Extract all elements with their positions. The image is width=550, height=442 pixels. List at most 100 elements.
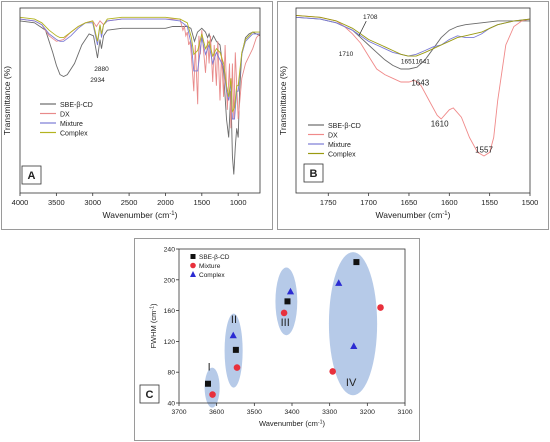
group-label-4: IV bbox=[346, 377, 357, 389]
legend: SBE-β-CD DX Mixture Complex bbox=[40, 102, 93, 138]
series-line-2 bbox=[20, 18, 260, 129]
x-tick-label: 1500 bbox=[522, 198, 539, 207]
y-tick-label: 80 bbox=[167, 370, 175, 377]
chart-b-svg: 1750 1700 1650 1600 1550 1500 Wavenumber (cm-1… bbox=[278, 7, 539, 220]
x-tick-label: 3300 bbox=[322, 409, 337, 416]
legend-marker bbox=[190, 262, 196, 269]
x-tick-label: 3700 bbox=[171, 409, 186, 416]
panel-c-fwhm-scatter: I II III IV 3700 3600 3500 3400 3300 3200 3100 40 80… bbox=[134, 238, 420, 441]
x-tick-label: 1550 bbox=[481, 198, 498, 207]
x-axis-label: Wavenumber (cm-1) bbox=[259, 419, 326, 428]
marker-circle bbox=[280, 309, 288, 317]
x-tick-label: 1000 bbox=[230, 198, 247, 207]
y-tick-label: 120 bbox=[164, 339, 176, 346]
marker-square bbox=[353, 259, 360, 266]
peak-annotation: 1643 bbox=[411, 79, 429, 88]
series-line-2 bbox=[296, 14, 530, 157]
x-tick-label: 3500 bbox=[48, 198, 65, 207]
x-tick-label: 1750 bbox=[320, 198, 337, 207]
legend-label: Complex bbox=[328, 152, 356, 159]
x-tick-label: 3100 bbox=[397, 409, 412, 416]
x-tick-label: 4000 bbox=[12, 198, 29, 207]
series-line-1 bbox=[20, 20, 260, 175]
plot-frame bbox=[295, 7, 531, 194]
series-line-3 bbox=[296, 16, 530, 57]
x-tick-label: 3600 bbox=[209, 409, 224, 416]
peak-annotation: 1710 bbox=[339, 51, 354, 58]
legend: SBE-β-CD Mixture Complex bbox=[190, 254, 230, 279]
panel-b-ftir-zoom: 1750 1700 1650 1600 1550 1500 Wavenumber (cm-1… bbox=[277, 1, 549, 230]
legend-label: SBE-β-CD bbox=[328, 123, 361, 130]
y-tick-label: 160 bbox=[164, 308, 176, 315]
peak-annotation: 1651 bbox=[401, 59, 416, 66]
legend: SBE-β-CD DX Mixture Complex bbox=[308, 123, 361, 159]
marker-circle bbox=[329, 368, 336, 375]
y-tick-label: 240 bbox=[164, 247, 176, 254]
peak-annotation: 1708 bbox=[363, 14, 378, 21]
x-tick-label: 3500 bbox=[247, 409, 262, 416]
series-line-1 bbox=[296, 16, 530, 70]
legend-label: Mixture bbox=[199, 263, 221, 270]
series-line-3 bbox=[20, 18, 260, 120]
legend-label: SBE-β-CD bbox=[199, 254, 230, 261]
x-tick-label: 3000 bbox=[84, 198, 101, 207]
panel-letter: A bbox=[28, 170, 36, 182]
group-label-2: II bbox=[231, 314, 237, 326]
marker-square bbox=[232, 346, 239, 353]
x-tick-label: 1500 bbox=[193, 198, 210, 207]
group-label-3: III bbox=[281, 317, 290, 329]
marker-triangle bbox=[350, 342, 358, 350]
group-ellipse-4 bbox=[328, 252, 378, 396]
peak-annotation: 1610 bbox=[431, 119, 449, 128]
x-tick-label: 3200 bbox=[360, 409, 375, 416]
peak-annotation: 1641 bbox=[415, 59, 430, 66]
x-tick-label: 3400 bbox=[284, 409, 299, 416]
legend-marker bbox=[190, 271, 196, 277]
group-ellipse-1 bbox=[204, 367, 220, 408]
x-tick-label: 2000 bbox=[157, 198, 174, 207]
legend-label: DX bbox=[60, 112, 70, 119]
panel-letter-frame bbox=[139, 384, 160, 404]
panel-letter-box: B bbox=[303, 163, 324, 183]
peak-annotation: 2934 bbox=[90, 77, 105, 84]
legend-label: Complex bbox=[60, 131, 88, 138]
legend-label: Mixture bbox=[60, 121, 83, 128]
y-axis-label: Transmittance (%) bbox=[278, 66, 288, 135]
marker-square bbox=[205, 380, 212, 387]
peak-annotation: 2880 bbox=[94, 66, 109, 73]
y-axis-label: FWHM (cm-1) bbox=[149, 303, 158, 349]
marker-square bbox=[284, 298, 291, 305]
panel-letter-frame bbox=[303, 163, 324, 183]
marker-circle bbox=[233, 364, 241, 371]
chart-a-svg: 4000 3500 3000 2500 2000 1500 1000 Wavenumber (… bbox=[2, 7, 261, 220]
x-tick-label: 1600 bbox=[441, 198, 458, 207]
legend-label: SBE-β-CD bbox=[60, 102, 93, 109]
panel-letter-frame bbox=[21, 165, 42, 185]
series-line-4 bbox=[20, 16, 260, 114]
panel-a-ftir-full-range: 4000 3500 3000 2500 2000 1500 1000 Wavenumber (… bbox=[1, 1, 273, 230]
panel-letter: C bbox=[146, 389, 154, 401]
x-tick-label: 2500 bbox=[121, 198, 138, 207]
panel-letter-box: A bbox=[21, 165, 42, 185]
marker-circle bbox=[209, 391, 216, 398]
marker-triangle bbox=[229, 331, 237, 339]
x-axis-label: Wavenumber (cm-1) bbox=[376, 210, 451, 220]
y-axis-label: Transmittance (%) bbox=[2, 66, 12, 135]
y-tick-label: 200 bbox=[164, 277, 176, 284]
panel-letter: B bbox=[310, 168, 318, 180]
peak-annotation: 1557 bbox=[475, 145, 493, 154]
marker-triangle bbox=[335, 279, 343, 286]
series-line-4 bbox=[296, 14, 530, 57]
marker-circle bbox=[377, 304, 384, 311]
legend-label: Mixture bbox=[328, 142, 351, 149]
marker-triangle bbox=[286, 287, 295, 295]
x-tick-label: 1700 bbox=[360, 198, 377, 207]
y-tick-label: 40 bbox=[167, 401, 175, 408]
x-tick-label: 1650 bbox=[401, 198, 418, 207]
plot-frame bbox=[19, 7, 261, 194]
annotation-arrow bbox=[358, 20, 367, 36]
panel-letter-box: C bbox=[139, 384, 160, 404]
legend-label: Complex bbox=[199, 272, 225, 279]
group-label-1: I bbox=[208, 362, 211, 374]
